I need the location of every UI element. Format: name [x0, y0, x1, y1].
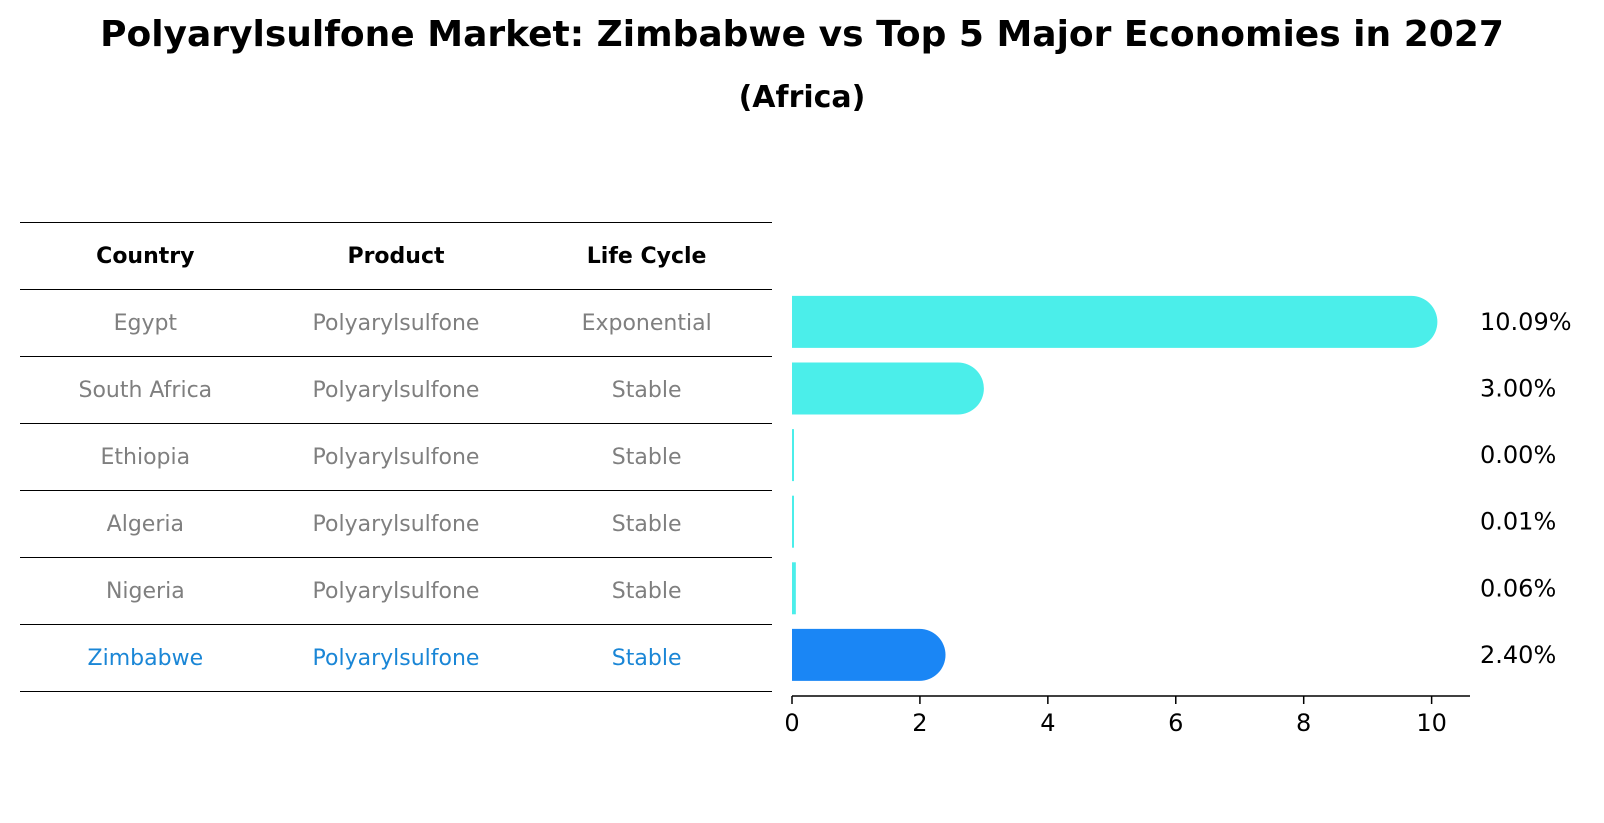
cell-product: Polyarylsulfone [312, 578, 480, 604]
cell-life-cycle: Stable [611, 377, 682, 403]
bar-egypt [792, 295, 1438, 348]
bar-nigeria [792, 562, 796, 615]
cell-life-cycle: Stable [611, 511, 682, 537]
cell-life-cycle: Stable [611, 578, 682, 604]
chart-title: Polyarylsulfone Market: Zimbabwe vs Top … [100, 14, 1504, 55]
x-tick-label: 4 [1040, 709, 1055, 737]
x-tick-label: 6 [1168, 709, 1183, 737]
cell-country: South Africa [78, 377, 213, 403]
bar-zimbabwe [792, 628, 946, 681]
data-label: 2.40% [1480, 641, 1556, 669]
cell-country: Ethiopia [100, 444, 191, 470]
data-label: 3.00% [1480, 375, 1556, 403]
x-tick-label: 8 [1296, 709, 1311, 737]
cell-country: Algeria [106, 511, 184, 537]
data-label: 0.00% [1480, 441, 1556, 469]
table-row: Nigeria Polyarylsulfone Stable [20, 557, 772, 624]
table-row-highlighted: Zimbabwe Polyarylsulfone Stable [20, 624, 772, 692]
header-product: Product [347, 243, 445, 269]
cell-life-cycle: Stable [611, 444, 682, 470]
table-row: Ethiopia Polyarylsulfone Stable [20, 423, 772, 490]
cell-country: Nigeria [105, 578, 185, 604]
table-row: Egypt Polyarylsulfone Exponential [20, 289, 772, 356]
bar-ethiopia [792, 429, 794, 482]
x-tick-label: 0 [784, 709, 799, 737]
cell-life-cycle: Exponential [581, 310, 712, 336]
bar-south-africa [792, 362, 984, 415]
cell-country: Zimbabwe [87, 645, 204, 671]
x-tick-label: 2 [912, 709, 927, 737]
data-label: 10.09% [1480, 308, 1572, 336]
cell-product: Polyarylsulfone [312, 377, 480, 403]
data-label: 0.01% [1480, 508, 1556, 536]
cell-product: Polyarylsulfone [312, 444, 480, 470]
cell-life-cycle: Stable [611, 645, 682, 671]
cell-product: Polyarylsulfone [312, 645, 480, 671]
table-header-row: Country Product Life Cycle [20, 222, 772, 289]
chart-subtitle: (Africa) [738, 80, 866, 115]
table-row: Algeria Polyarylsulfone Stable [20, 490, 772, 557]
cell-country: Egypt [113, 310, 178, 336]
market-table: Country Product Life Cycle Egypt Polyary… [20, 222, 772, 692]
cell-product: Polyarylsulfone [312, 511, 480, 537]
data-label: 0.06% [1480, 574, 1556, 602]
cell-product: Polyarylsulfone [312, 310, 480, 336]
header-country: Country [96, 243, 195, 269]
header-life-cycle: Life Cycle [586, 243, 707, 269]
bar-algeria [792, 495, 794, 548]
x-tick-label: 10 [1416, 709, 1447, 737]
table-row: South Africa Polyarylsulfone Stable [20, 356, 772, 423]
